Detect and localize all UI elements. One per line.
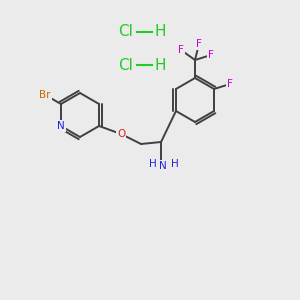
Text: Cl: Cl (118, 25, 133, 40)
Text: Br: Br (39, 90, 50, 100)
Text: N: N (159, 161, 167, 171)
Text: H: H (154, 25, 166, 40)
Text: F: F (178, 45, 184, 55)
Text: N: N (57, 121, 65, 131)
Text: F: F (196, 39, 202, 49)
Text: H: H (154, 58, 166, 73)
Text: Cl: Cl (118, 58, 133, 73)
Text: H: H (149, 159, 157, 169)
Text: F: F (208, 50, 214, 60)
Text: F: F (227, 79, 233, 89)
Text: O: O (117, 129, 125, 139)
Text: H: H (171, 159, 179, 169)
